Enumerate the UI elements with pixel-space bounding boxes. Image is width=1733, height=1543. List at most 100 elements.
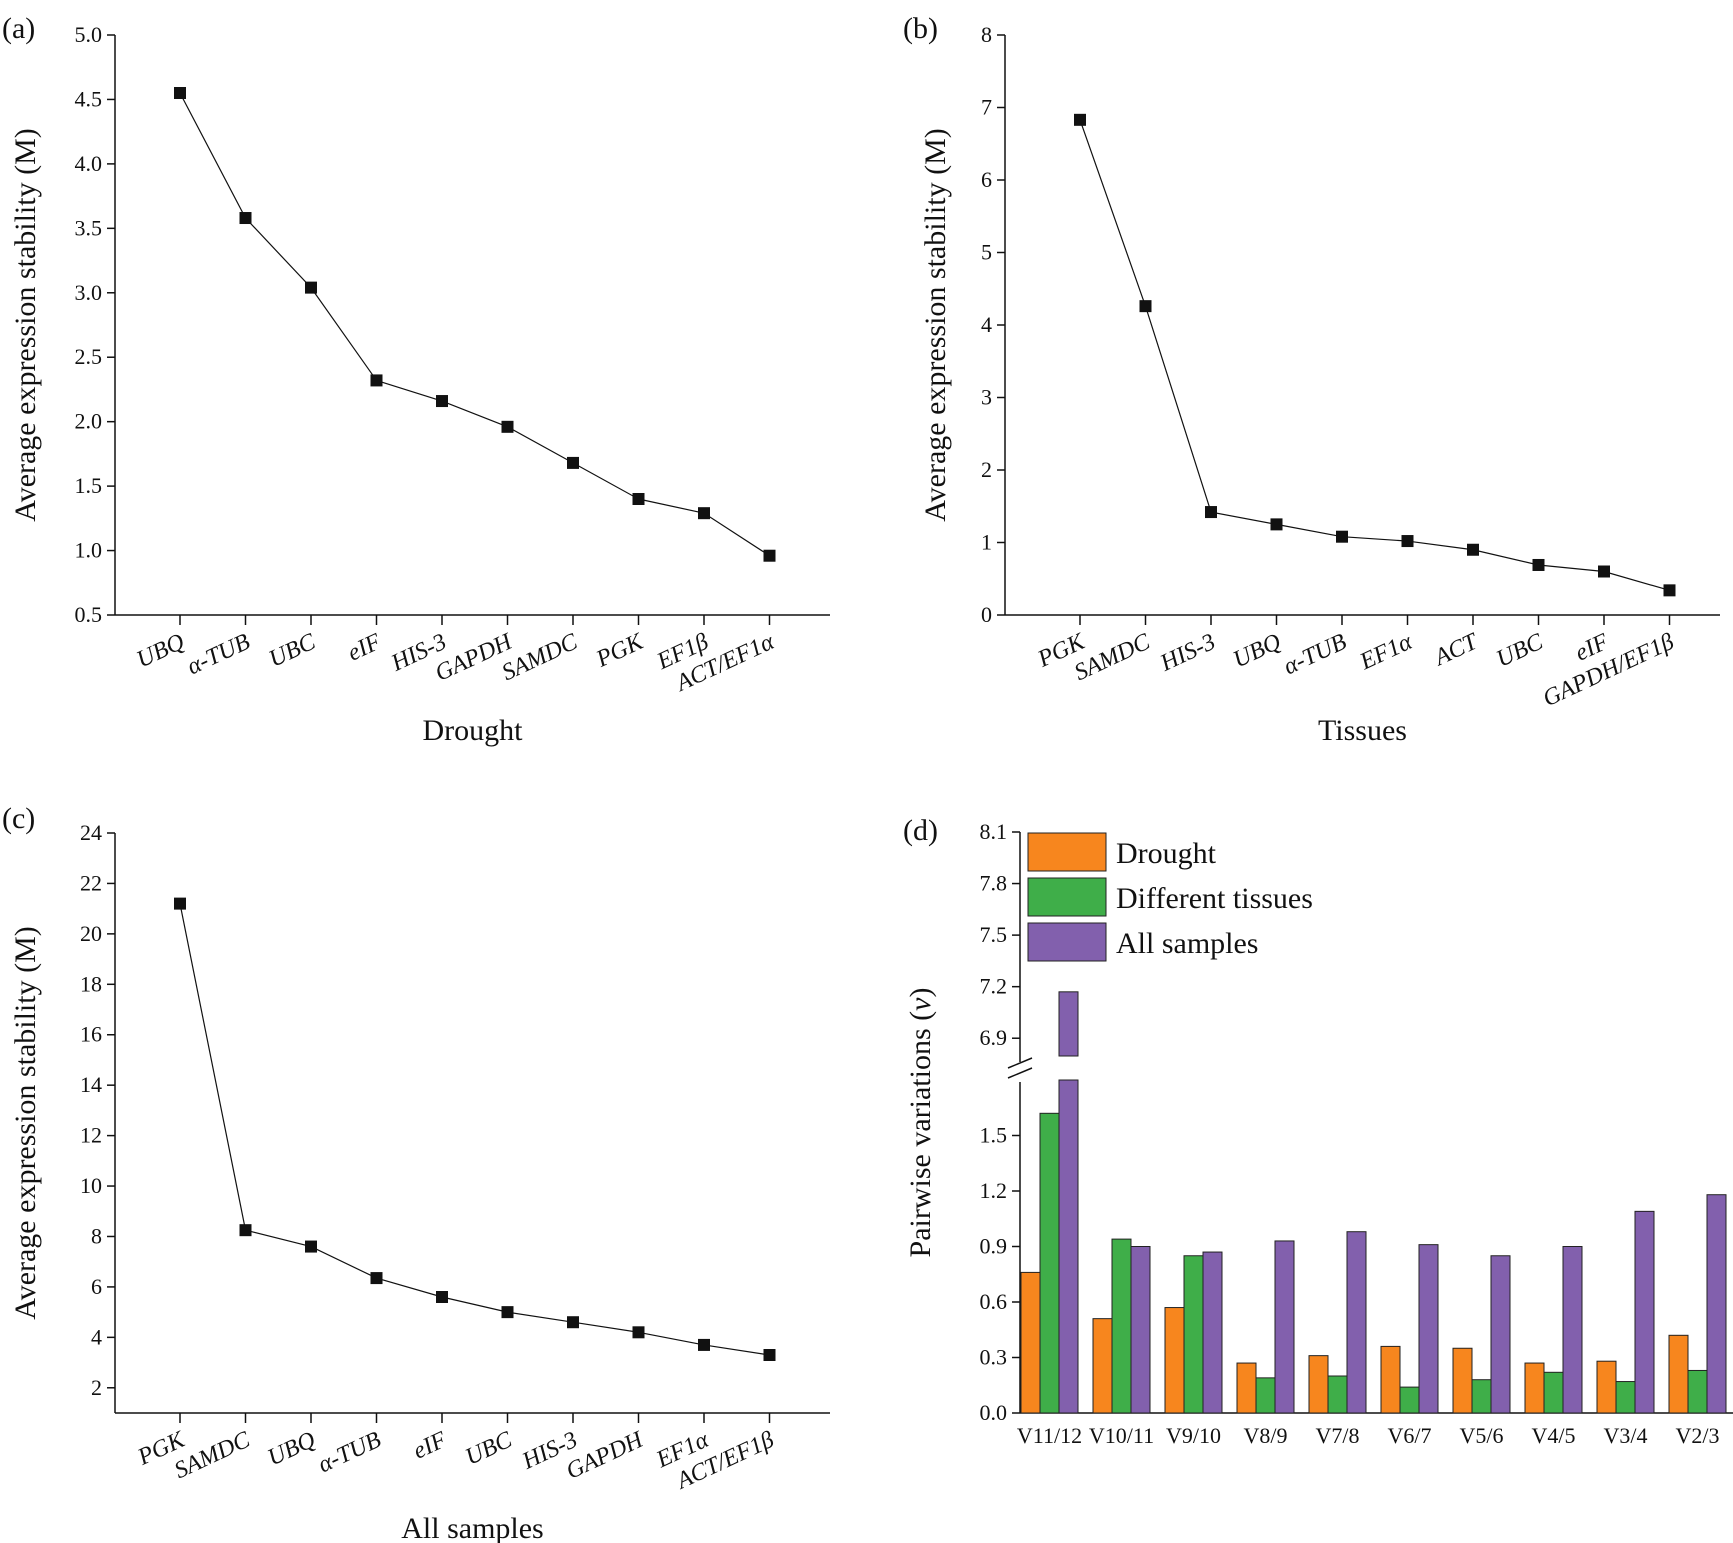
y-tick-label: 0.0: [980, 1400, 1008, 1425]
data-point: [698, 1338, 710, 1351]
y-tick-label: 22: [80, 870, 102, 895]
x-axis-title: Drought: [423, 714, 524, 747]
legend-swatch: [1027, 922, 1107, 962]
panel-d: 0.0 0.3 0.6 0.9 1.2 1.5 6.9 7.2 7.5 7.8 8.1 V11/12 V…: [903, 814, 1733, 1448]
y-tick-label: 1.5: [75, 473, 103, 498]
y-tick-label: 0.5: [75, 602, 103, 627]
x-tick-label: UBQ: [133, 629, 189, 673]
y-tick-label: 4: [981, 312, 992, 337]
y-tick-label: 6.9: [980, 1025, 1008, 1050]
data-point: [305, 281, 317, 294]
x-tick-label: EF1α: [1355, 629, 1416, 676]
x-tick-label: UBQ: [1229, 629, 1285, 673]
data-point: [632, 1326, 645, 1339]
x-tick-label: V2/3: [1676, 1423, 1720, 1448]
bar: [1058, 991, 1079, 1057]
y-axis-title: Pairwise variations (v): [904, 988, 937, 1258]
panel-label: (a): [2, 12, 35, 45]
bar: [1020, 1271, 1041, 1414]
bar: [1130, 1246, 1151, 1414]
series-line: [179, 92, 770, 557]
x-tick-label: V9/10: [1166, 1423, 1221, 1448]
y-tick-label: 3.0: [75, 280, 103, 305]
y-tick-label: 1.0: [75, 538, 103, 563]
y-tick-label: 2.5: [75, 344, 103, 369]
y-tick-label: 2: [91, 1375, 102, 1400]
x-tick-label: HIS-3: [1156, 629, 1220, 677]
data-point: [1663, 584, 1676, 597]
y-tick-label: 0.3: [980, 1345, 1008, 1370]
data-point: [1139, 300, 1152, 313]
y-tick-label: 7: [981, 95, 992, 120]
y-axis-title-suffix: ): [904, 988, 937, 998]
data-point: [174, 87, 186, 99]
y-tick-label: 5.0: [75, 22, 103, 47]
y-tick-label: 0.9: [980, 1234, 1008, 1259]
y-tick-label: 7.8: [980, 871, 1008, 896]
bar: [1562, 1246, 1583, 1414]
y-tick-label: 6: [981, 167, 992, 192]
data-point: [1205, 506, 1217, 519]
data-point: [370, 374, 383, 387]
x-tick-label: V6/7: [1388, 1423, 1432, 1448]
y-tick-label: 12: [80, 1123, 102, 1148]
data-point: [632, 493, 645, 505]
y-axis-title: Average expression stability (M): [919, 128, 952, 522]
y-tick-label: 24: [80, 820, 102, 845]
y-tick-label: 3: [981, 385, 992, 410]
y-tick-label: 8: [91, 1223, 102, 1248]
data-point: [698, 507, 710, 520]
bar: [1039, 1112, 1060, 1414]
bar: [1471, 1379, 1492, 1414]
y-tick-label: 16: [80, 1022, 102, 1047]
x-axis-title: Tissues: [1318, 714, 1407, 747]
bar: [1687, 1369, 1708, 1414]
data-point: [1270, 518, 1283, 531]
x-tick-label: V10/11: [1089, 1423, 1154, 1448]
data-point: [1467, 543, 1479, 556]
bar: [1399, 1386, 1420, 1414]
data-point: [501, 1306, 514, 1319]
x-axis-title: All samples: [401, 1512, 544, 1543]
x-tick-label: GAPDH: [562, 1426, 648, 1485]
x-tick-label: V7/8: [1316, 1423, 1360, 1448]
x-tick-label: GAPDH/EF1β: [1539, 629, 1678, 712]
data-point: [436, 395, 448, 408]
y-tick-label: 0: [981, 602, 992, 627]
bar: [1418, 1244, 1439, 1414]
y-tick-label: 8.1: [980, 819, 1008, 844]
x-tick-label: eIF: [344, 629, 385, 667]
panel-label: (b): [903, 12, 938, 45]
legend-label: Drought: [1116, 837, 1217, 870]
y-axis-title: Average expression stability (M): [9, 926, 42, 1320]
bar: [1706, 1194, 1727, 1414]
y-tick-label: 1: [981, 530, 992, 555]
bar: [1524, 1362, 1545, 1414]
y-tick-label: 4: [91, 1324, 102, 1349]
data-point: [567, 456, 579, 469]
bar: [1596, 1360, 1617, 1414]
data-point: [501, 420, 514, 433]
bar: [1183, 1255, 1204, 1414]
data-point: [763, 549, 776, 562]
y-axis-title: Average expression stability (M): [9, 128, 42, 522]
x-tick-label: V5/6: [1460, 1423, 1504, 1448]
bar: [1255, 1377, 1276, 1414]
y-tick-label: 6: [91, 1274, 102, 1299]
bar: [1274, 1240, 1295, 1414]
series-line: [1079, 119, 1670, 591]
bar: [1202, 1251, 1223, 1414]
legend-label: All samples: [1116, 927, 1259, 960]
y-tick-label: 7.2: [980, 974, 1008, 999]
bar: [1346, 1231, 1367, 1414]
x-tick-label: α-TUB: [314, 1427, 385, 1479]
data-point: [1401, 535, 1414, 548]
y-tick-label: 3.5: [75, 215, 103, 240]
x-tick-label: α-TUB: [183, 629, 254, 681]
bar: [1668, 1334, 1689, 1414]
bar: [1327, 1375, 1348, 1414]
data-point: [567, 1316, 579, 1329]
